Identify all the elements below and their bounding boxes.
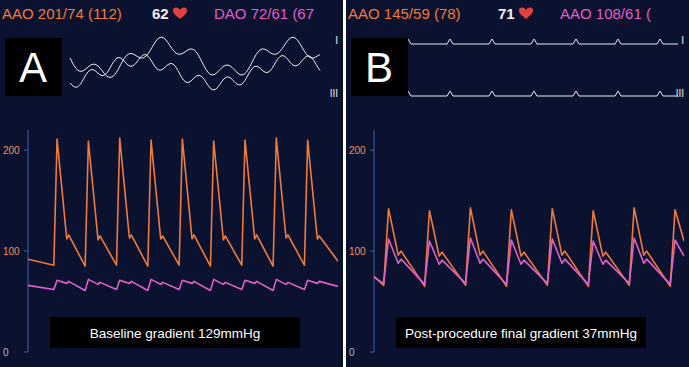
ecg-trace (408, 91, 678, 96)
y-tick-label: 200 (3, 145, 20, 156)
panel-label: A (19, 44, 47, 91)
series-label: DAO 72/61 (67 (214, 5, 314, 22)
page-background (0, 0, 689, 367)
caption: Baseline gradient 129mmHg (90, 326, 260, 341)
y-tick (370, 352, 374, 353)
y-tick-label: 100 (349, 246, 366, 257)
panel: 0100200AAO 201/74 (112)DAO 72/61 (6762II… (0, 0, 343, 367)
heart-icon (173, 7, 187, 19)
ecg-trace (70, 55, 320, 90)
y-tick-label: 100 (3, 246, 20, 257)
y-tick-label: 0 (349, 347, 355, 358)
y-axis-line (28, 130, 29, 352)
series-label: AAO 201/74 (112) (2, 5, 122, 22)
y-tick-label: 0 (3, 347, 9, 358)
panel-label-box (5, 38, 62, 96)
y-tick (24, 150, 28, 151)
heart-rate: 71 (498, 5, 515, 22)
pressure-trace (28, 279, 338, 290)
lead-label: III (676, 88, 684, 99)
y-tick (370, 150, 374, 151)
ecg-trace (408, 39, 678, 44)
lead-label: III (330, 88, 338, 99)
data-area (374, 208, 684, 287)
pressure-trace (374, 238, 684, 284)
figure: 0100200AAO 201/74 (112)DAO 72/61 (6762II… (0, 0, 689, 367)
y-tick (370, 251, 374, 252)
panel-background (346, 0, 689, 367)
series-label: AAO 108/61 ( (560, 5, 651, 22)
caption-box (396, 317, 646, 348)
data-area (28, 138, 338, 290)
y-axis-line (374, 130, 375, 352)
y-tick (24, 251, 28, 252)
caption: Post-procedure final gradient 37mmHg (405, 326, 637, 341)
heart-icon (519, 7, 533, 19)
panel-label: B (365, 44, 393, 91)
panel: 0100200AAO 145/59 (78)AAO 108/61 (71IIII… (346, 0, 689, 367)
panel-background (0, 0, 343, 367)
lead-label: I (335, 35, 338, 46)
series-label: AAO 145/59 (78) (348, 5, 461, 22)
y-tick (24, 352, 28, 353)
lead-label: I (681, 35, 684, 46)
panel-label-box (351, 38, 408, 96)
heart-rate: 62 (152, 5, 169, 22)
pressure-trace (28, 138, 338, 266)
pressure-trace (374, 208, 684, 287)
y-tick-label: 200 (349, 145, 366, 156)
caption-box (50, 317, 300, 348)
